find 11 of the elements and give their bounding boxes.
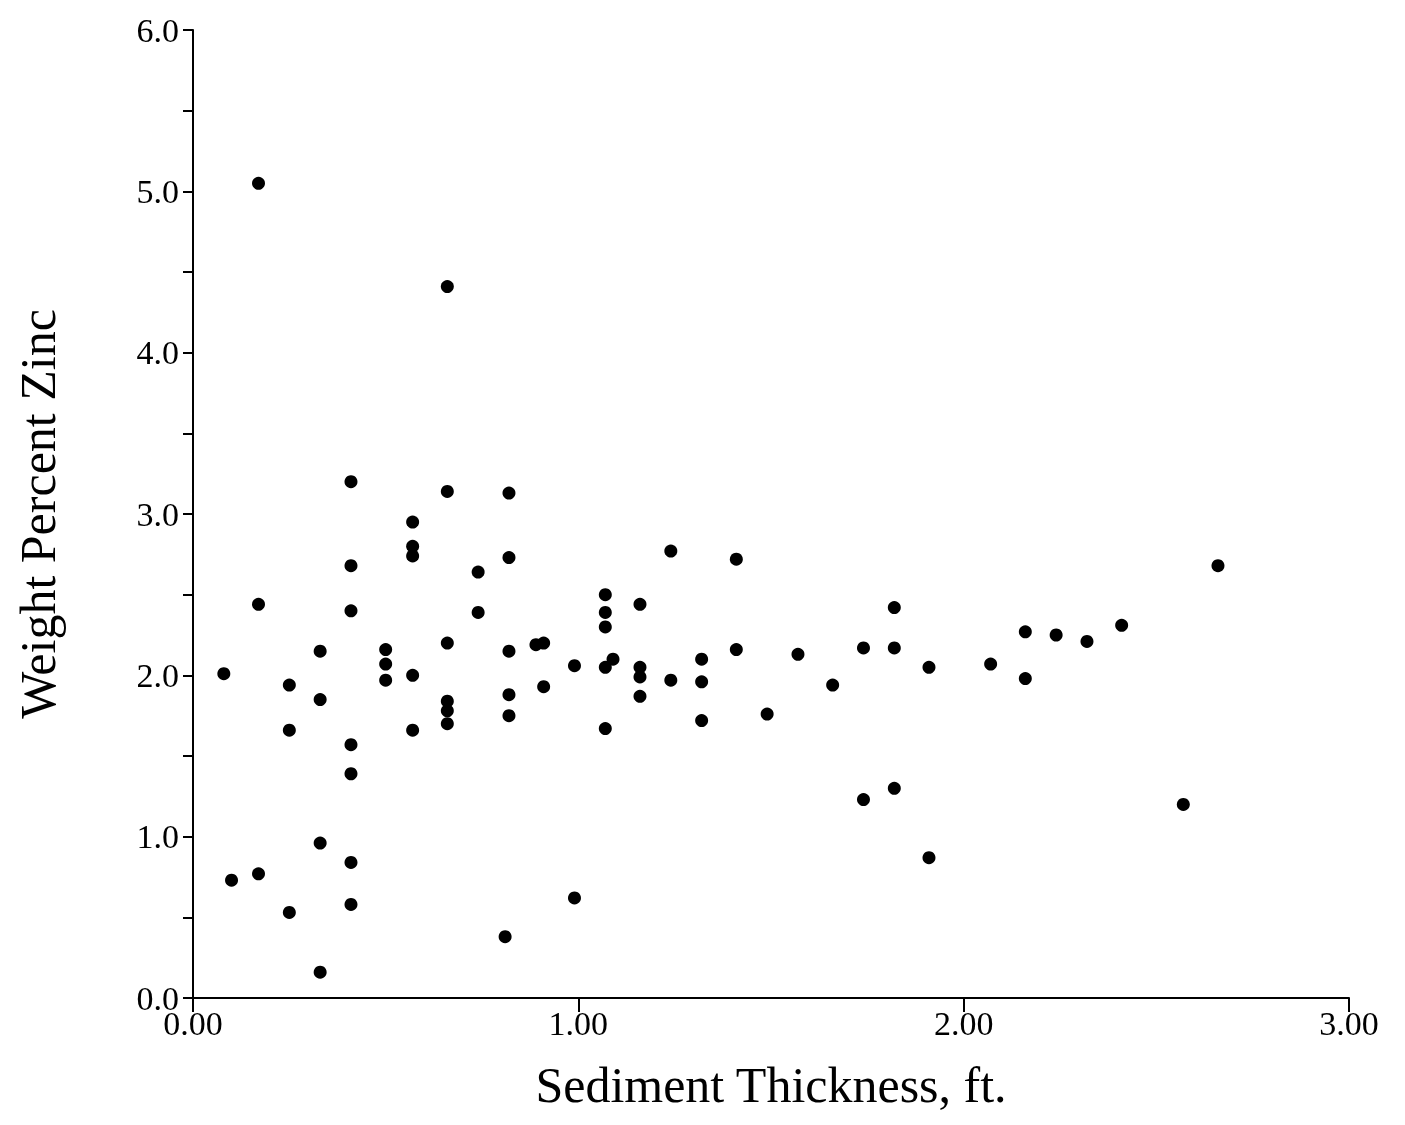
y-tick-label: 2.0 [136, 656, 179, 694]
y-tick-label: 6.0 [136, 11, 179, 49]
x-axis-title: Sediment Thickness, ft. [535, 1057, 1007, 1113]
y-tick-label: 1.0 [136, 818, 179, 856]
x-tick-label: 2.00 [933, 1004, 994, 1042]
x-tick-label: 3.00 [1319, 1004, 1379, 1042]
y-tick-label: 5.0 [136, 172, 179, 210]
y-tick-label: 3.0 [136, 495, 179, 533]
y-tick-label: 4.0 [136, 334, 179, 372]
x-tick-label: 1.00 [548, 1004, 609, 1042]
y-axis-title: Weight Percent Zinc [10, 309, 66, 719]
